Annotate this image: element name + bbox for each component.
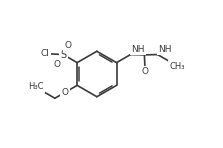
- Text: O: O: [54, 60, 61, 69]
- Text: S: S: [60, 50, 66, 60]
- Text: NH: NH: [131, 45, 145, 54]
- Text: CH₃: CH₃: [169, 62, 185, 71]
- Text: O: O: [62, 88, 69, 97]
- Text: O: O: [141, 67, 148, 76]
- Text: Cl: Cl: [40, 49, 49, 58]
- Text: O: O: [64, 41, 71, 50]
- Text: H₃C: H₃C: [28, 82, 44, 91]
- Text: NH: NH: [158, 45, 171, 54]
